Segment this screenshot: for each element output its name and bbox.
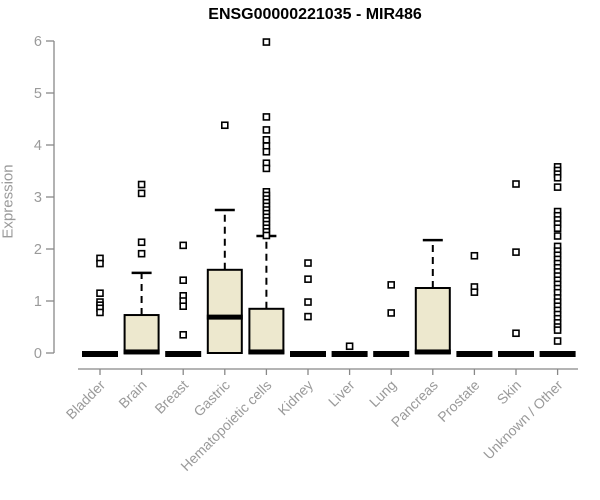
box <box>206 268 243 354</box>
outlier-point <box>96 308 104 317</box>
outlier-point <box>179 241 187 250</box>
boxplot-kidney <box>290 259 326 357</box>
boxplot-hematopoietic-cells <box>248 38 285 355</box>
boxplot-brain <box>123 180 160 355</box>
y-tick-label: 0 <box>34 346 42 362</box>
category-label: Bladder <box>63 377 109 423</box>
outlier-point <box>262 126 271 134</box>
y-tick-label: 4 <box>34 138 42 154</box>
median-line <box>123 349 160 355</box>
y-tick-label: 5 <box>34 86 42 102</box>
outlier-point <box>345 342 354 351</box>
median-line <box>414 349 451 355</box>
outlier-point <box>137 249 146 258</box>
outlier-point <box>553 224 562 232</box>
category-label: Prostate <box>434 377 482 425</box>
y-tick-label: 6 <box>34 34 42 50</box>
outlier-point <box>179 302 187 311</box>
boxplot-bladder <box>82 254 118 357</box>
category-label: Liver <box>325 377 358 410</box>
outlier-point <box>512 248 520 256</box>
outlier-point <box>553 232 562 240</box>
boxplot-skin <box>498 180 534 357</box>
outlier-point <box>262 38 271 46</box>
outlier-point <box>262 147 271 156</box>
median-line <box>248 349 285 355</box>
category-label: Unknown / Other <box>480 377 566 463</box>
outlier-point <box>262 164 271 173</box>
outlier-point <box>221 121 229 130</box>
zero-bar <box>331 351 368 357</box>
outlier-point <box>470 251 479 260</box>
outlier-point <box>96 289 104 298</box>
outlier-point <box>96 259 104 268</box>
boxplot-liver <box>331 342 368 357</box>
category-label: Lung <box>366 377 399 410</box>
box <box>248 307 285 354</box>
outlier-point <box>512 329 520 338</box>
outlier-point <box>470 288 479 296</box>
outlier-point <box>553 337 562 345</box>
outlier-point <box>512 180 520 188</box>
box <box>123 314 160 355</box>
outlier-point <box>553 183 562 191</box>
zero-bar <box>373 351 410 357</box>
outlier-point <box>304 275 312 283</box>
outlier-point <box>179 330 187 339</box>
outlier-point <box>137 180 146 189</box>
outlier-point <box>304 298 312 306</box>
outlier-point <box>137 189 146 198</box>
zero-bar <box>456 351 493 357</box>
y-tick-label: 3 <box>34 190 42 206</box>
outlier-point <box>553 326 562 334</box>
boxplot-breast <box>165 241 202 357</box>
zero-bar <box>165 351 202 357</box>
boxplot-prostate <box>456 251 493 357</box>
zero-bar <box>539 351 576 357</box>
outlier-point <box>262 113 271 121</box>
boxplot-lung <box>373 281 410 357</box>
boxplot-unknown-other <box>539 163 576 357</box>
zero-bar <box>498 351 534 357</box>
median-line <box>206 314 243 320</box>
outlier-point <box>304 312 312 321</box>
chart-title: ENSG00000221035 - MIR486 <box>208 6 422 23</box>
outlier-point <box>262 231 271 240</box>
outlier-point <box>387 281 396 289</box>
y-tick-label: 2 <box>34 242 42 258</box>
boxplot-pancreas <box>414 238 451 355</box>
category-label: Skin <box>494 377 525 408</box>
y-axis: 0 1 2 3 4 5 6 <box>34 34 55 362</box>
category-label: Kidney <box>275 377 317 419</box>
outlier-point <box>179 276 187 285</box>
category-label: Breast <box>151 377 191 417</box>
zero-bar <box>290 351 326 357</box>
zero-bar <box>82 351 118 357</box>
outlier-point <box>262 136 271 144</box>
outlier-point <box>387 309 396 317</box>
boxplot-gastric <box>206 121 243 354</box>
category-label: Brain <box>115 377 149 411</box>
outlier-point <box>304 259 312 267</box>
y-tick-label: 1 <box>34 294 42 310</box>
box <box>414 287 451 354</box>
outlier-point <box>137 238 146 247</box>
outlier-point <box>553 173 562 182</box>
